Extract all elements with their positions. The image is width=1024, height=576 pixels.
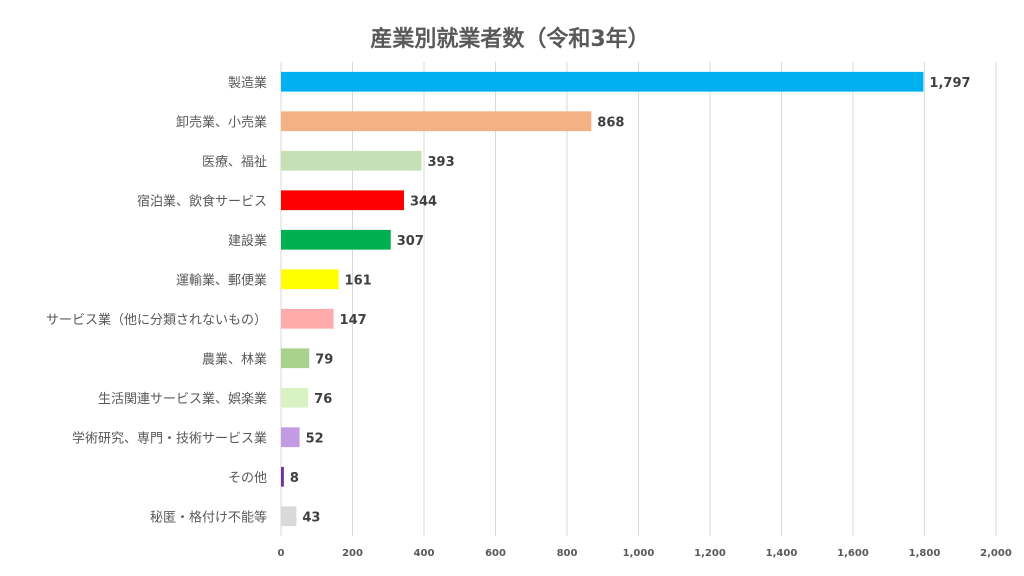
data-label: 344 — [410, 194, 437, 209]
x-tick-label: 800 — [557, 548, 578, 559]
bar — [281, 506, 297, 527]
x-tick-label: 2,000 — [980, 548, 1012, 559]
bar — [281, 348, 310, 369]
x-tick-label: 200 — [342, 548, 363, 559]
data-label: 868 — [597, 115, 624, 130]
bar — [281, 308, 334, 329]
category-label: 運輸業、郵便業 — [176, 272, 267, 288]
bar — [281, 150, 422, 171]
category-label: 製造業 — [228, 75, 267, 91]
category-label: 卸売業、小売業 — [176, 114, 267, 130]
bar — [281, 190, 404, 211]
x-tick-label: 1,600 — [837, 548, 869, 559]
x-tick-label: 400 — [414, 548, 435, 559]
category-label: 農業、林業 — [202, 351, 267, 367]
category-label: 建設業 — [228, 233, 267, 249]
category-label: 生活関連サービス業、娯楽業 — [98, 391, 267, 407]
category-label: サービス業（他に分類されないもの） — [46, 312, 267, 328]
x-tick-label: 1,800 — [909, 548, 941, 559]
data-label: 8 — [290, 471, 299, 486]
gridlines — [280, 62, 997, 536]
bar — [281, 269, 339, 290]
data-labels: 1,797 868 393 344 307 161 147 79 76 52 8 43 — [290, 76, 971, 526]
bar — [281, 71, 924, 92]
x-tick-label: 0 — [278, 548, 285, 559]
data-label: 393 — [427, 155, 454, 170]
x-tick-label: 1,000 — [623, 548, 655, 559]
data-label: 161 — [345, 273, 372, 288]
chart-title: 産業別就業者数（令和3年） — [370, 26, 649, 52]
bar — [281, 387, 309, 408]
category-label: 医療、福祉 — [202, 155, 267, 170]
data-label: 52 — [306, 431, 324, 446]
x-axis-tick-labels: 0 200 400 600 800 1,000 1,200 1,400 1,600 1,800 2,… — [278, 548, 1012, 559]
data-label: 307 — [397, 234, 424, 249]
data-label: 43 — [302, 510, 320, 525]
category-label: 秘匿・格付け不能等 — [150, 509, 267, 525]
data-label: 76 — [314, 392, 332, 407]
bars — [281, 71, 924, 527]
data-label: 79 — [315, 352, 333, 367]
category-label: 学術研究、専門・技術サービス業 — [72, 430, 267, 446]
bar — [281, 111, 592, 132]
category-label: その他 — [228, 471, 267, 486]
category-label: 宿泊業、飲食サービス — [137, 193, 267, 209]
bar — [281, 427, 300, 448]
x-tick-label: 1,200 — [694, 548, 726, 559]
x-tick-label: 600 — [485, 548, 506, 559]
data-label: 147 — [340, 313, 367, 328]
data-label: 1,797 — [929, 76, 970, 91]
bar — [281, 466, 284, 487]
category-labels: 製造業卸売業、小売業医療、福祉宿泊業、飲食サービス建設業運輸業、郵便業サービス業… — [46, 75, 267, 526]
bar — [281, 229, 391, 250]
x-tick-label: 1,400 — [766, 548, 798, 559]
